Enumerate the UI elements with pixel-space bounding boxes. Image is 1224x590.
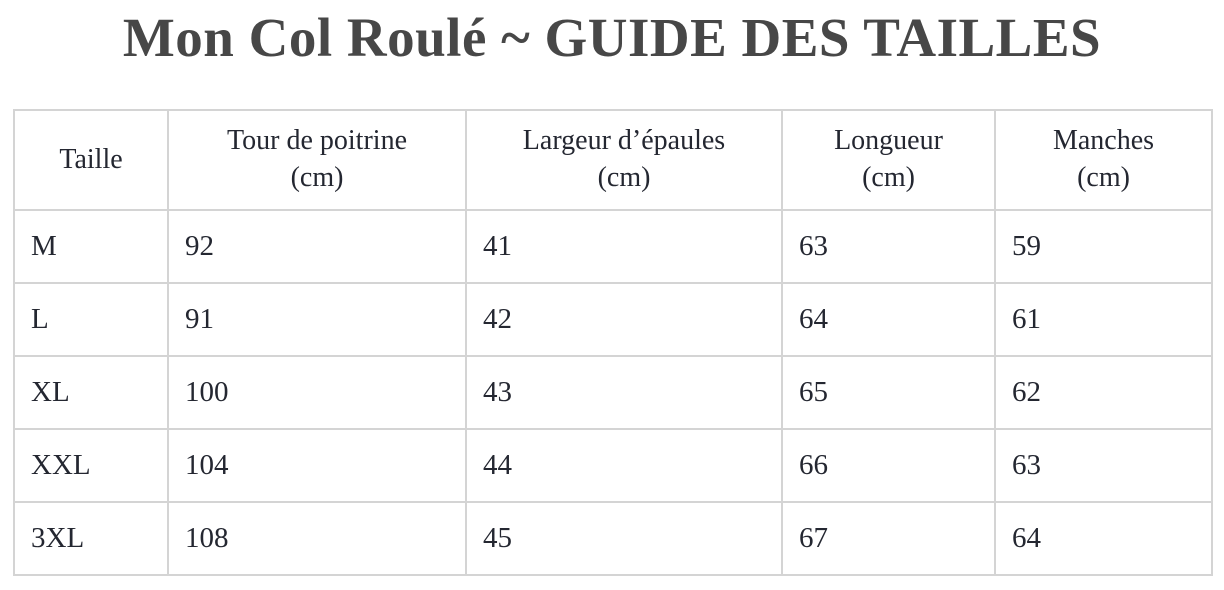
value-cell-longueur: 65 [781,355,996,431]
header-unit: (cm) [1077,162,1130,194]
value-cell-poitrine: 104 [167,428,467,504]
header-unit: (cm) [862,162,915,194]
value-cell-manches: 63 [994,428,1213,504]
size-cell: XL [13,355,169,431]
header-cell-tour-de-poitrine: Tour de poitrine (cm) [167,109,467,212]
value-cell-manches: 64 [994,501,1213,577]
header-unit: (cm) [597,162,651,194]
value-cell-poitrine: 108 [167,501,467,577]
header-cell-manches: Manches (cm) [994,109,1213,212]
table-body: M 92 41 63 59 L 91 42 64 61 XL 100 43 65… [13,209,1213,577]
table-row-xl: XL 100 43 65 62 [13,355,1213,431]
value-cell-longueur: 67 [781,501,996,577]
value-cell-epaules: 42 [465,282,783,358]
value-cell-manches: 61 [994,282,1213,358]
value-cell-poitrine: 92 [167,209,467,285]
header-cell-largeur-epaules: Largeur d’épaules (cm) [465,109,783,212]
header-cell-longueur: Longueur (cm) [781,109,996,212]
value-cell-epaules: 43 [465,355,783,431]
table-row-l: L 91 42 64 61 [13,282,1213,358]
header-label: Largeur d’épaules [522,125,726,157]
size-cell: M [13,209,169,285]
value-cell-poitrine: 91 [167,282,467,358]
size-guide-table: Taille Tour de poitrine (cm) Largeur d’ép… [13,109,1213,577]
value-cell-epaules: 44 [465,428,783,504]
value-cell-longueur: 66 [781,428,996,504]
value-cell-manches: 62 [994,355,1213,431]
size-cell: L [13,282,169,358]
size-cell: 3XL [13,501,169,577]
value-cell-epaules: 45 [465,501,783,577]
header-label: Manches [1052,125,1155,157]
header-cell-taille: Taille [13,109,169,212]
table-row-m: M 92 41 63 59 [13,209,1213,285]
header-label: Longueur [834,125,943,157]
header-label: Taille [59,143,123,175]
header-row: Taille Tour de poitrine (cm) Largeur d’ép… [13,109,1213,212]
value-cell-manches: 59 [994,209,1213,285]
size-cell: XXL [13,428,169,504]
value-cell-longueur: 63 [781,209,996,285]
header-unit: (cm) [290,162,344,194]
value-cell-poitrine: 100 [167,355,467,431]
header-label: Tour de poitrine [227,125,407,157]
table-header: Taille Tour de poitrine (cm) Largeur d’ép… [13,109,1213,212]
table-row-3xl: 3XL 108 45 67 64 [13,501,1213,577]
value-cell-epaules: 41 [465,209,783,285]
page-title: Mon Col Roulé ~ GUIDE DES TAILLES [122,7,1102,68]
value-cell-longueur: 64 [781,282,996,358]
table-row-xxl: XXL 104 44 66 63 [13,428,1213,504]
